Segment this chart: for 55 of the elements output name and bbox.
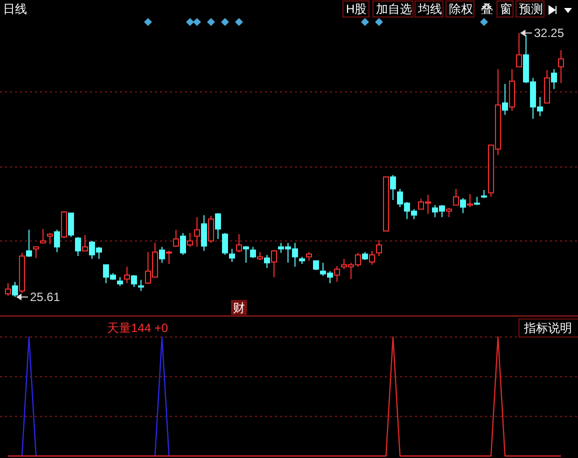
candlestick: [516, 32, 522, 68]
text: 叠: [481, 2, 493, 16]
candlestick: [26, 229, 32, 258]
candlestick: [194, 216, 200, 248]
candlestick: [369, 250, 375, 266]
text: 窗: [500, 2, 512, 16]
candlestick: [558, 50, 564, 84]
annotation: 25.61: [30, 290, 60, 304]
candlestick: [166, 250, 172, 264]
candlestick: [467, 194, 473, 208]
candlestick: [159, 246, 165, 264]
candlestick: [222, 232, 228, 256]
text: 日线: [3, 2, 27, 16]
candlestick: [313, 260, 319, 270]
text: 除权: [449, 2, 473, 16]
candlestick: [215, 212, 221, 240]
candlestick: [138, 279, 144, 292]
candlestick: [54, 229, 60, 253]
text: 财: [233, 301, 245, 315]
candlestick: [75, 236, 81, 257]
candlestick: [47, 232, 53, 245]
candlestick: [173, 229, 179, 248]
candlestick: [40, 228, 46, 244]
text: 指标说明: [523, 321, 572, 335]
candlestick: [264, 254, 270, 268]
candlestick: [229, 248, 235, 263]
candlestick: [12, 281, 18, 298]
text: 预测: [519, 2, 543, 16]
candlestick: [376, 240, 382, 257]
candlestick: [82, 234, 88, 252]
candlestick: [551, 68, 557, 90]
text: 均线: [417, 2, 442, 16]
candlestick: [180, 232, 186, 256]
candlestick: [446, 207, 452, 218]
text: 天量144 +0: [107, 321, 168, 335]
text: 加自选: [376, 2, 412, 16]
candlestick: [208, 215, 214, 244]
candlestick: [460, 198, 466, 214]
candlestick: [250, 246, 256, 259]
candlestick: [33, 246, 39, 259]
candlestick: [68, 212, 74, 238]
candlestick: [124, 266, 130, 284]
candlestick: [131, 274, 137, 288]
candlestick: [201, 214, 207, 252]
text: H股: [346, 2, 367, 16]
candlestick: [236, 234, 242, 253]
annotation: 32.25: [534, 26, 564, 40]
candlestick: [243, 246, 249, 264]
candlestick: [390, 174, 396, 200]
candlestick: [5, 282, 11, 296]
candlestick: [502, 83, 508, 116]
candlestick: [187, 232, 193, 248]
candlestick: [453, 188, 459, 206]
candlestick: [271, 250, 277, 278]
candlestick: [334, 265, 340, 282]
